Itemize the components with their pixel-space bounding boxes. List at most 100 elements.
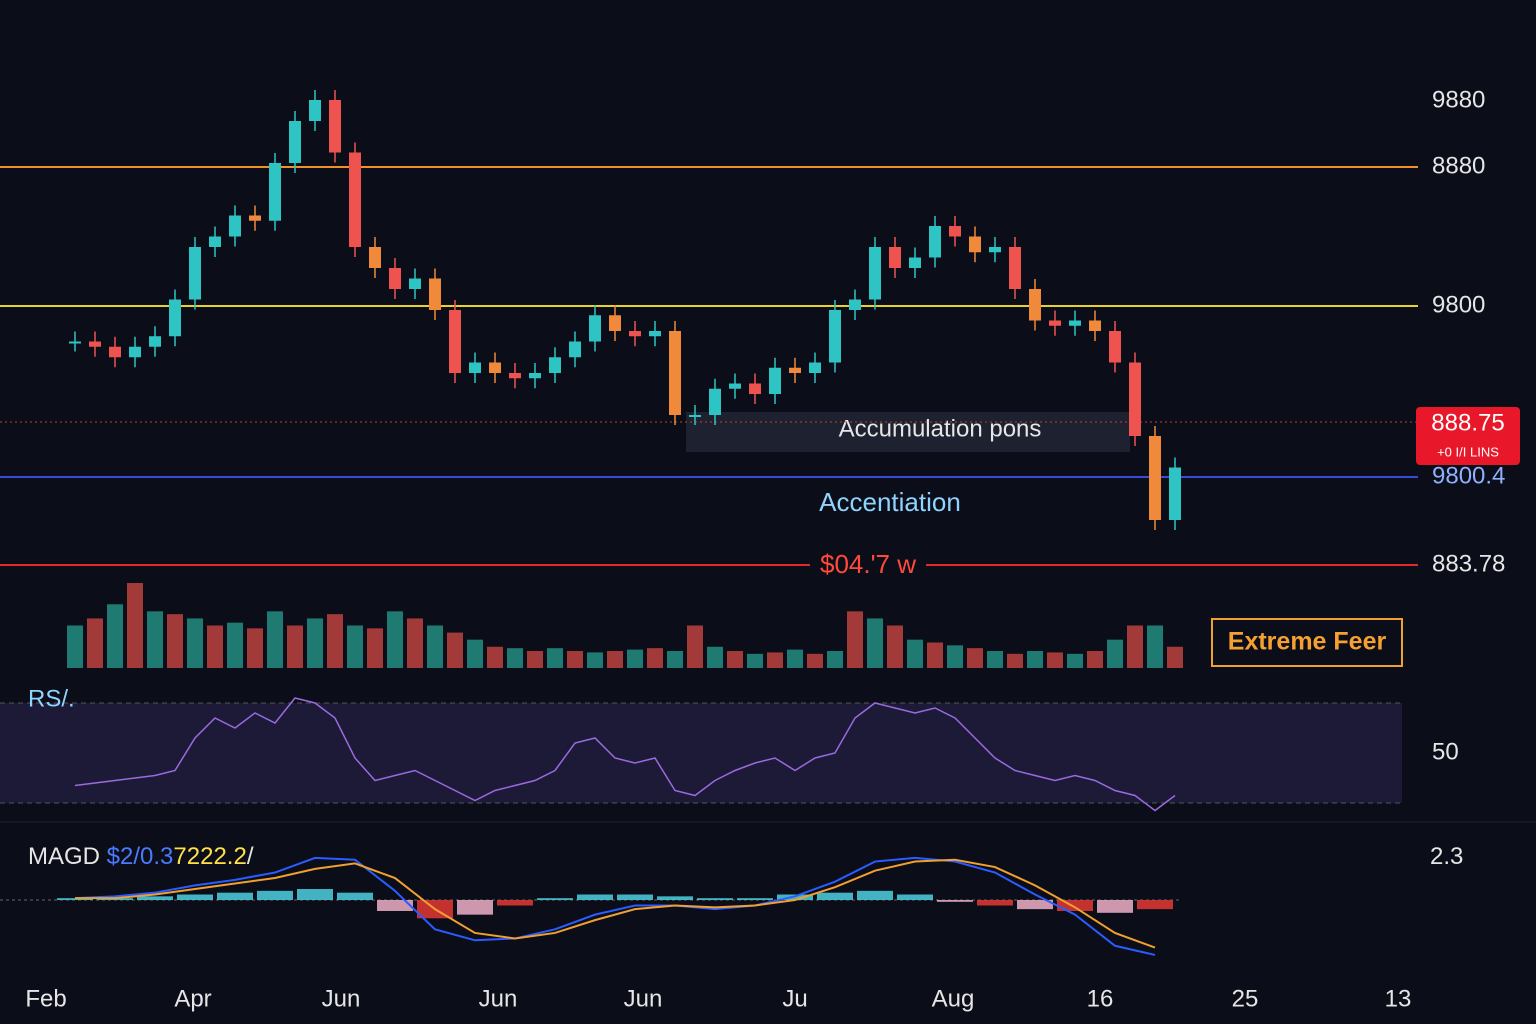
x-tick-label: Ju	[782, 985, 807, 1012]
annotation-box	[686, 412, 1130, 452]
volume-bar	[727, 651, 743, 668]
candle-body	[489, 362, 501, 373]
annotation-bg	[810, 548, 926, 582]
price-tag-value: 888.75	[1431, 409, 1504, 436]
price-label: 883.78	[1432, 550, 1505, 577]
candle-body	[549, 357, 561, 373]
x-tick-label: Apr	[174, 985, 211, 1012]
macd-hist	[257, 890, 293, 900]
volume-bar	[567, 651, 583, 668]
candle-body	[909, 257, 921, 268]
candle-body	[609, 315, 621, 331]
volume-bar	[747, 653, 763, 668]
candle-body	[729, 383, 741, 389]
annotation: Accumulation pons	[839, 415, 1042, 442]
macd-signal	[75, 858, 1156, 949]
candle-body	[589, 315, 601, 342]
macd-hist	[937, 900, 973, 902]
volume-bar	[287, 625, 303, 668]
candle-body	[569, 341, 581, 358]
volume-bar	[927, 642, 943, 668]
candle-body	[369, 247, 381, 268]
x-tick-label: 13	[1385, 985, 1412, 1012]
candle-body	[749, 383, 761, 394]
volume-bar	[1007, 653, 1023, 668]
volume-bar	[367, 628, 383, 668]
rsi-band	[0, 703, 1402, 803]
volume-bar	[547, 648, 563, 668]
candle-body	[149, 336, 161, 347]
volume-bar	[1027, 651, 1043, 668]
macd-hist	[297, 889, 333, 900]
volume-bar	[767, 652, 783, 668]
annotation: Accentiation	[819, 487, 961, 517]
price-label: 8880	[1432, 152, 1485, 179]
annotation: $04.'7 w	[820, 549, 916, 579]
candle-body	[129, 346, 141, 358]
candle-body	[309, 100, 321, 121]
x-tick-label: Aug	[932, 985, 975, 1012]
candle-body	[1009, 247, 1021, 289]
rsi-tick: 50	[1432, 738, 1459, 765]
macd-hist	[377, 900, 413, 911]
macd-hist	[1097, 900, 1133, 913]
volume-bar	[1087, 651, 1103, 668]
volume-bar	[247, 628, 263, 668]
volume-bar	[627, 649, 643, 668]
volume-bar	[327, 614, 343, 668]
price-tag-sub: +0 I/I LINS	[1437, 444, 1499, 459]
candle-body	[529, 373, 541, 379]
macd-hist	[337, 892, 373, 900]
candle-body	[649, 331, 661, 337]
macd-hist	[177, 894, 213, 900]
volume-bar	[1147, 625, 1163, 668]
x-tick-label: 25	[1232, 985, 1259, 1012]
volume-bar	[187, 618, 203, 668]
volume-bar	[787, 649, 803, 668]
volume-bar	[887, 625, 903, 668]
candle-body	[1069, 320, 1081, 326]
candle-body	[689, 415, 701, 417]
candle-body	[429, 278, 441, 310]
volume-bar	[607, 651, 623, 668]
candle-body	[709, 388, 721, 415]
x-tick-label: Feb	[25, 985, 66, 1012]
volume-bar	[127, 583, 143, 668]
candle-body	[509, 373, 521, 379]
macd-hist	[857, 890, 893, 900]
volume-bar	[267, 611, 283, 668]
candle-body	[929, 226, 941, 258]
candle-body	[989, 247, 1001, 253]
macd-param: 7222.2	[173, 843, 246, 870]
volume-bar	[667, 651, 683, 668]
volume-bar	[807, 653, 823, 668]
candle-body	[169, 299, 181, 337]
candle-body	[1149, 436, 1161, 520]
candle-body	[949, 226, 961, 237]
candle-body	[329, 100, 341, 153]
volume-bar	[387, 611, 403, 668]
macd-name: MAGD	[28, 843, 100, 870]
volume-bar	[647, 648, 663, 668]
candle-body	[1169, 467, 1181, 520]
x-tick-label: Jun	[624, 985, 663, 1012]
x-tick-label: 16	[1087, 985, 1114, 1012]
macd-hist	[897, 894, 933, 900]
candle-body	[209, 236, 221, 247]
volume-bar	[507, 648, 523, 668]
candle-body	[409, 278, 421, 289]
candle-body	[109, 346, 121, 358]
macd-hist	[497, 900, 533, 906]
volume-bar	[147, 611, 163, 668]
volume-bar	[227, 622, 243, 668]
volume-bar	[1067, 653, 1083, 668]
volume-bar	[487, 646, 503, 668]
candle-body	[1129, 362, 1141, 436]
volume-bar	[347, 625, 363, 668]
macd-param: /	[247, 843, 254, 870]
volume-bar	[1167, 646, 1183, 668]
candle-body	[669, 331, 681, 415]
candle-body	[1089, 320, 1101, 331]
